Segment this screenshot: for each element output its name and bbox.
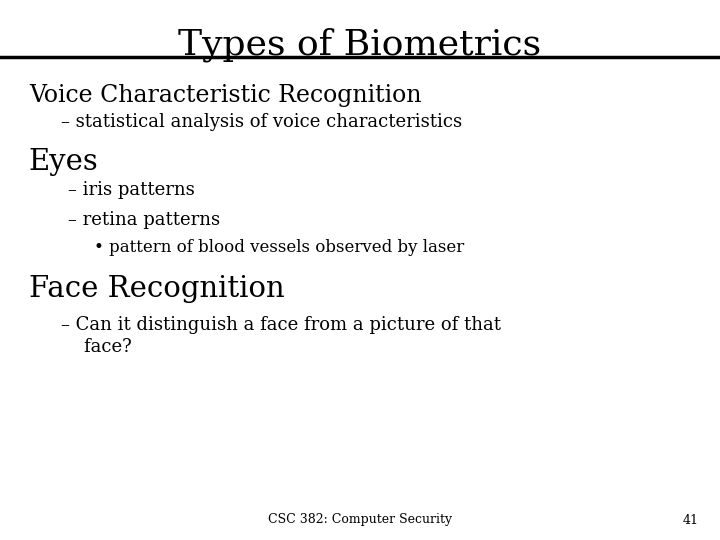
Text: CSC 382: Computer Security: CSC 382: Computer Security [268,514,452,526]
Text: – statistical analysis of voice characteristics: – statistical analysis of voice characte… [61,113,462,131]
Text: • pattern of blood vessels observed by laser: • pattern of blood vessels observed by l… [94,239,464,255]
Text: Face Recognition: Face Recognition [29,275,284,303]
Text: Eyes: Eyes [29,148,99,177]
Text: Voice Characteristic Recognition: Voice Characteristic Recognition [29,84,421,107]
Text: 41: 41 [683,514,698,526]
Text: Types of Biometrics: Types of Biometrics [179,27,541,62]
Text: – retina patterns: – retina patterns [68,211,220,228]
Text: – iris patterns: – iris patterns [68,181,195,199]
Text: – Can it distinguish a face from a picture of that
    face?: – Can it distinguish a face from a pictu… [61,316,501,356]
